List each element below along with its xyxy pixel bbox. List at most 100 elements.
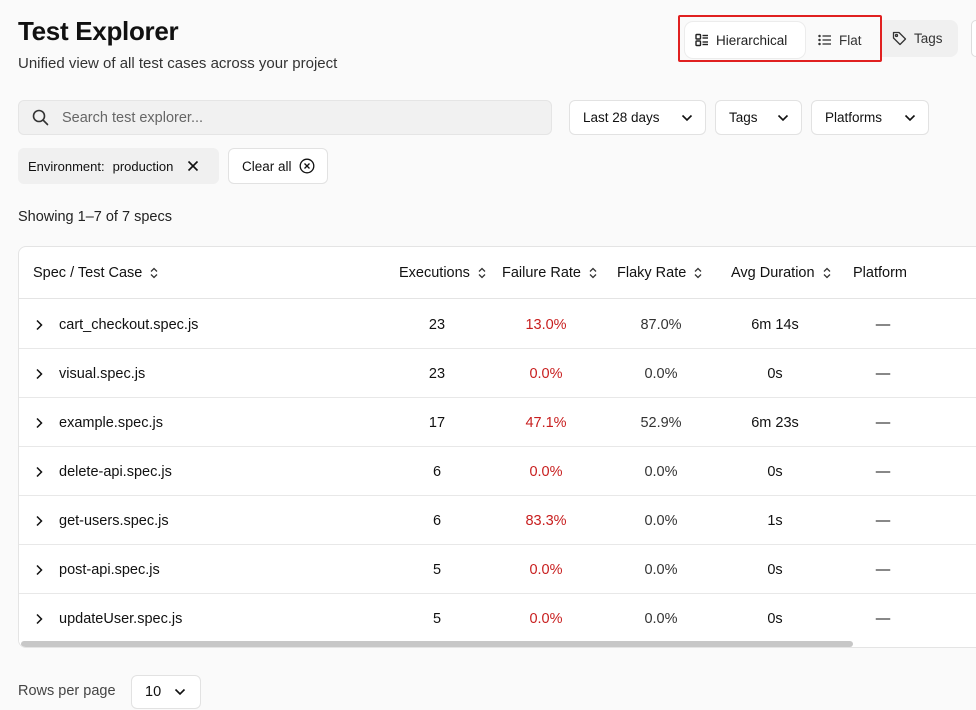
column-header-executions[interactable]: Executions — [399, 247, 486, 299]
avg-duration-value: 0s — [767, 463, 783, 480]
column-header-flaky-rate[interactable]: Flaky Rate — [617, 247, 702, 299]
rows-per-page-value: 10 — [145, 684, 162, 700]
column-label: Failure Rate — [502, 265, 581, 281]
executions-value: 5 — [432, 610, 442, 627]
expand-row-button[interactable] — [35, 594, 43, 643]
spec-name[interactable]: post-api.spec.js — [59, 561, 160, 578]
column-header-failure-rate[interactable]: Failure Rate — [502, 247, 597, 299]
chip-key: Environment: — [28, 158, 105, 174]
executions-value: 6 — [432, 512, 442, 529]
executions-value: 5 — [432, 561, 442, 578]
page-subtitle: Unified view of all test cases across yo… — [18, 55, 338, 72]
expand-row-button[interactable] — [35, 349, 43, 398]
spec-name[interactable]: updateUser.spec.js — [59, 610, 183, 627]
tag-icon — [892, 31, 907, 46]
executions-value: 23 — [428, 365, 446, 382]
environment-filter-chip: Environment: production — [18, 148, 219, 184]
flat-label: Flat — [839, 32, 862, 48]
table-row[interactable]: updateUser.spec.js 5 0.0% 0.0% 0s — — [19, 594, 976, 643]
failure-rate-value: 0.0% — [529, 610, 563, 627]
tags-view-button[interactable]: Tags — [882, 20, 958, 57]
date-range-dropdown[interactable]: Last 28 days — [569, 100, 706, 135]
table-row[interactable]: example.spec.js 17 47.1% 52.9% 6m 23s — — [19, 398, 976, 447]
platform-value: — — [875, 610, 891, 627]
chevron-right-icon — [35, 368, 43, 380]
table-row[interactable]: cart_checkout.spec.js 23 13.0% 87.0% 6m 14s — — [19, 300, 976, 349]
failure-rate-value: 0.0% — [529, 561, 563, 578]
spec-name[interactable]: cart_checkout.spec.js — [59, 316, 199, 333]
platform-value: — — [875, 414, 891, 431]
column-label: Platform — [853, 265, 907, 281]
platforms-filter-dropdown[interactable]: Platforms — [811, 100, 929, 135]
column-label: Executions — [399, 265, 470, 281]
chevron-right-icon — [35, 417, 43, 429]
expand-row-button[interactable] — [35, 496, 43, 545]
chevron-down-icon — [777, 114, 789, 122]
avg-duration-value: 1s — [767, 512, 783, 529]
expand-row-button[interactable] — [35, 447, 43, 496]
column-header-avg-duration[interactable]: Avg Duration — [731, 247, 831, 299]
flaky-rate-value: 0.0% — [644, 463, 678, 480]
tags-filter-label: Tags — [729, 110, 758, 125]
list-icon — [818, 34, 832, 46]
platform-value: — — [875, 365, 891, 382]
close-icon[interactable] — [187, 160, 199, 172]
column-header-spec[interactable]: Spec / Test Case — [33, 247, 158, 299]
spec-name[interactable]: example.spec.js — [59, 414, 163, 431]
flaky-rate-value: 52.9% — [640, 414, 682, 431]
avg-duration-value: 0s — [767, 365, 783, 382]
chevron-down-icon — [174, 688, 186, 696]
hierarchical-view-button[interactable]: Hierarchical — [685, 22, 805, 58]
results-summary: Showing 1–7 of 7 specs — [18, 209, 172, 225]
flaky-rate-value: 87.0% — [640, 316, 682, 333]
tags-filter-dropdown[interactable]: Tags — [715, 100, 802, 135]
sort-icon — [694, 267, 702, 279]
hierarchical-label: Hierarchical — [716, 32, 788, 48]
clear-all-button[interactable]: Clear all — [228, 148, 328, 184]
expand-row-button[interactable] — [35, 398, 43, 447]
failure-rate-value: 0.0% — [529, 365, 563, 382]
sort-icon — [478, 267, 486, 279]
tags-view-label: Tags — [914, 31, 943, 46]
chevron-down-icon — [681, 114, 693, 122]
table-row[interactable]: delete-api.spec.js 6 0.0% 0.0% 0s — — [19, 447, 976, 496]
circle-x-icon — [299, 158, 315, 174]
executions-value: 23 — [428, 316, 446, 333]
expand-row-button[interactable] — [35, 545, 43, 594]
spec-name[interactable]: visual.spec.js — [59, 365, 146, 382]
overflow-button[interactable] — [971, 20, 976, 57]
sort-icon — [589, 267, 597, 279]
table-header: Spec / Test Case Executions Failure Rate… — [19, 247, 976, 299]
spec-name[interactable]: get-users.spec.js — [59, 512, 169, 529]
sort-icon — [150, 267, 158, 279]
flat-view-button[interactable]: Flat — [808, 22, 878, 58]
avg-duration-value: 0s — [767, 610, 783, 627]
table-row[interactable]: visual.spec.js 23 0.0% 0.0% 0s — — [19, 349, 976, 398]
expand-row-button[interactable] — [35, 300, 43, 349]
failure-rate-value: 83.3% — [525, 512, 567, 529]
page-title: Test Explorer — [18, 16, 179, 46]
table-row[interactable]: post-api.spec.js 5 0.0% 0.0% 0s — — [19, 545, 976, 594]
search-icon — [32, 109, 49, 126]
search-bar — [18, 100, 552, 135]
search-input[interactable] — [62, 109, 522, 126]
column-header-platform[interactable]: Platform — [853, 247, 907, 299]
scrollbar-thumb[interactable] — [21, 641, 853, 647]
failure-rate-value: 13.0% — [525, 316, 567, 333]
table-row[interactable]: get-users.spec.js 6 83.3% 0.0% 1s — — [19, 496, 976, 545]
specs-table: Spec / Test Case Executions Failure Rate… — [18, 246, 976, 648]
chevron-right-icon — [35, 564, 43, 576]
flaky-rate-value: 0.0% — [644, 512, 678, 529]
platform-value: — — [875, 316, 891, 333]
flaky-rate-value: 0.0% — [644, 610, 678, 627]
date-range-label: Last 28 days — [583, 110, 660, 125]
avg-duration-value: 6m 23s — [751, 414, 799, 431]
platform-value: — — [875, 512, 891, 529]
avg-duration-value: 6m 14s — [751, 316, 799, 333]
spec-name[interactable]: delete-api.spec.js — [59, 463, 172, 480]
chevron-right-icon — [35, 466, 43, 478]
platform-value: — — [875, 463, 891, 480]
chevron-down-icon — [904, 114, 916, 122]
rows-per-page-select[interactable]: 10 — [131, 675, 201, 709]
failure-rate-value: 47.1% — [525, 414, 567, 431]
